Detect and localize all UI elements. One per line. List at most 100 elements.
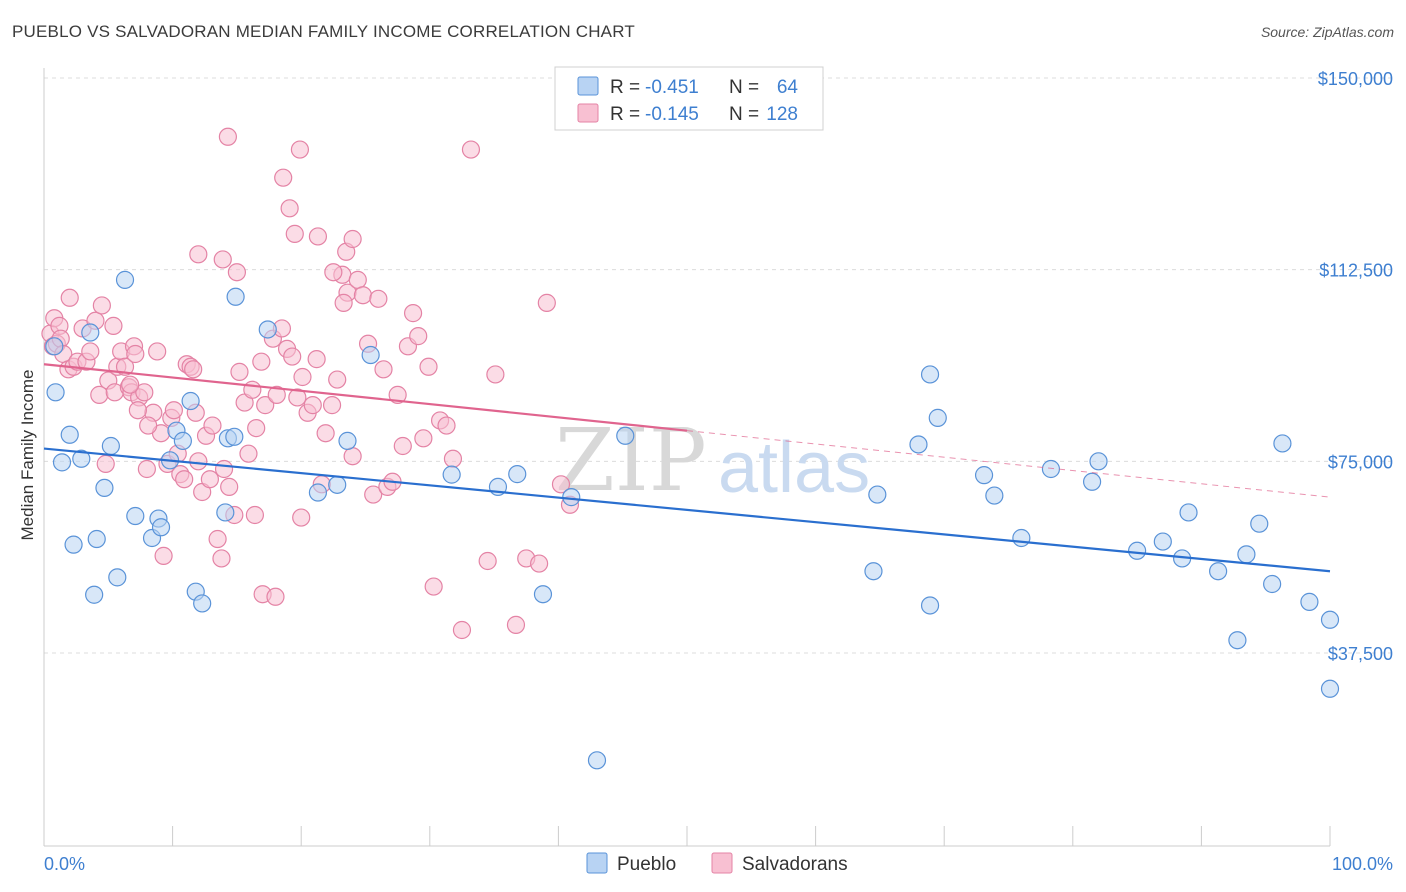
salvadorans-point	[245, 505, 265, 525]
salvadorans-point	[104, 316, 123, 335]
pueblo-point	[173, 431, 192, 450]
salvadorans-point	[452, 620, 472, 640]
legend-n-label-pueblo: N =	[729, 77, 759, 98]
pueblo-point	[126, 506, 145, 526]
pueblo-point	[45, 337, 64, 356]
pueblo-point	[1082, 472, 1102, 491]
pueblo-point	[85, 585, 104, 604]
salvadorans-point	[274, 168, 293, 187]
watermark-atlas: atlas	[718, 428, 870, 508]
salvadorans-point	[334, 293, 353, 312]
salvadorans-point	[364, 485, 383, 504]
salvadorans-point	[353, 286, 373, 305]
legend-box	[554, 66, 824, 131]
y-tick-label: $75,000	[1328, 452, 1393, 472]
salvadorans-point	[424, 577, 443, 596]
salvadorans-point	[239, 444, 258, 463]
salvadorans-point	[139, 416, 158, 435]
pueblo-point	[1089, 452, 1108, 471]
salvadorans-point	[203, 416, 222, 435]
chart-title: PUEBLO VS SALVADORAN MEDIAN FAMILY INCOM…	[12, 22, 635, 41]
pueblo-point	[225, 427, 244, 446]
salvadorans-point	[290, 140, 310, 159]
salvadorans-point	[128, 401, 147, 420]
pueblo-point	[1228, 631, 1247, 650]
salvadorans-point	[343, 447, 362, 466]
salvadorans-point	[506, 615, 526, 634]
pueblo-point	[868, 485, 887, 504]
pueblo-point	[974, 466, 994, 485]
salvadorans-point	[308, 227, 328, 246]
salvadorans-trend-extension	[686, 430, 1331, 498]
pueblo-point	[1041, 459, 1061, 479]
salvadorans-point	[343, 229, 362, 249]
salvadorans-point	[164, 401, 183, 420]
pueblo-point	[1300, 592, 1319, 611]
pueblo-point	[928, 408, 947, 427]
salvadorans-point	[461, 140, 481, 159]
salvadorans-point	[374, 360, 393, 379]
pueblo-point	[920, 596, 940, 615]
x-axis-ticks	[43, 826, 1331, 846]
salvadorans-point	[175, 470, 194, 489]
bottom-legend: Pueblo Salvadorans	[586, 852, 848, 875]
pueblo-point	[60, 425, 79, 444]
pueblo-point	[508, 465, 527, 484]
pueblo-point	[1209, 562, 1228, 581]
pueblo-point	[909, 435, 928, 454]
legend-r-label-pueblo: R =	[610, 77, 640, 98]
salvadorans-point	[486, 365, 505, 384]
salvadorans-point	[266, 587, 285, 606]
pueblo-point	[226, 287, 245, 306]
pueblo-point	[216, 503, 235, 522]
salvadorans-point	[303, 396, 322, 415]
salvadorans-point	[126, 344, 145, 364]
salvadorans-point	[135, 383, 154, 402]
pueblo-point	[151, 518, 171, 537]
bottom-legend-label-salvadorans: Salvadorans	[742, 854, 848, 875]
salvadorans-point	[530, 554, 549, 573]
salvadorans-point	[154, 546, 173, 565]
pueblo-point	[308, 483, 328, 502]
pueblo-point	[1320, 679, 1340, 698]
pueblo-point	[81, 323, 100, 342]
salvadorans-point	[307, 350, 326, 369]
pueblo-point	[46, 383, 65, 402]
salvadorans-point	[256, 396, 275, 415]
legend-n-value-pueblo: 64	[777, 77, 799, 98]
pueblo-point	[1153, 532, 1172, 551]
pueblo-point	[1250, 514, 1269, 533]
trend-lines	[43, 363, 1331, 573]
salvadorans-point	[267, 385, 286, 404]
salvadorans-point	[348, 270, 367, 289]
pueblo-point	[115, 270, 135, 289]
salvadorans-point	[393, 436, 412, 456]
salvadorans-point	[478, 551, 497, 571]
y-tick-label: $37,500	[1328, 644, 1393, 664]
legend-n-value-salvadorans: 128	[766, 104, 798, 125]
legend: R = -0.451 N = 64 R = -0.145 N = 128	[554, 66, 824, 131]
pueblo-point	[442, 465, 461, 484]
pueblo-point	[52, 453, 72, 472]
watermark-zip: ZIP	[555, 411, 707, 511]
pueblo-point	[985, 486, 1004, 505]
series-salvadorans-points	[41, 127, 580, 640]
salvadorans-point	[285, 224, 304, 243]
salvadorans-point	[121, 375, 140, 394]
pueblo-point	[181, 391, 200, 411]
legend-swatch-pueblo	[577, 76, 599, 96]
salvadorans-point	[292, 508, 311, 527]
salvadorans-point	[322, 396, 342, 415]
legend-r-value-pueblo: -0.451	[645, 77, 699, 98]
salvadorans-trend-line	[43, 363, 688, 432]
salvadorans-point	[280, 199, 299, 218]
salvadorans-point	[220, 477, 239, 496]
bottom-legend-label-pueblo: Pueblo	[617, 854, 676, 875]
pueblo-point	[338, 431, 357, 450]
salvadorans-point	[184, 360, 203, 379]
pueblo-point	[361, 345, 380, 365]
y-axis-tick-labels: $37,500 $75,000 $112,500 $150,000	[1318, 69, 1393, 664]
pueblo-point	[72, 449, 91, 468]
x-tick-label-min: 0.0%	[44, 854, 85, 874]
salvadorans-point	[403, 304, 423, 323]
